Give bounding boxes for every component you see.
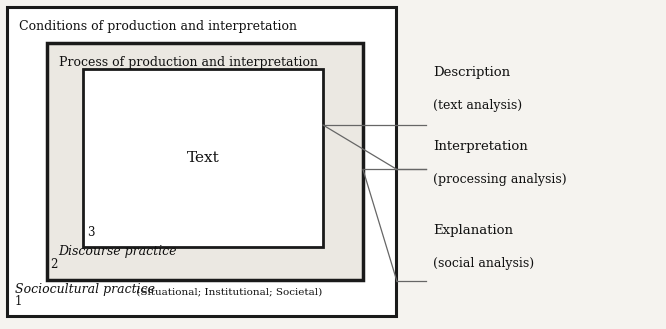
- Bar: [83, 69, 323, 247]
- Text: Explanation: Explanation: [433, 224, 513, 237]
- Text: (processing analysis): (processing analysis): [433, 173, 567, 186]
- Text: Discourse practice: Discourse practice: [59, 245, 177, 258]
- Text: 2: 2: [51, 258, 58, 271]
- Text: Sociocultural practice: Sociocultural practice: [15, 283, 155, 296]
- Text: (text analysis): (text analysis): [433, 99, 522, 112]
- Text: (social analysis): (social analysis): [433, 257, 534, 270]
- Text: 1: 1: [15, 294, 22, 308]
- Text: Process of production and interpretation: Process of production and interpretation: [59, 56, 318, 69]
- Text: Description: Description: [433, 66, 510, 79]
- Text: 3: 3: [87, 225, 95, 239]
- Bar: [7, 7, 396, 316]
- Text: Interpretation: Interpretation: [433, 140, 527, 153]
- Text: (Situational; Institutional; Societal): (Situational; Institutional; Societal): [133, 287, 322, 296]
- Text: Conditions of production and interpretation: Conditions of production and interpretat…: [19, 20, 296, 33]
- Text: Text: Text: [186, 151, 220, 165]
- Bar: [47, 43, 363, 280]
